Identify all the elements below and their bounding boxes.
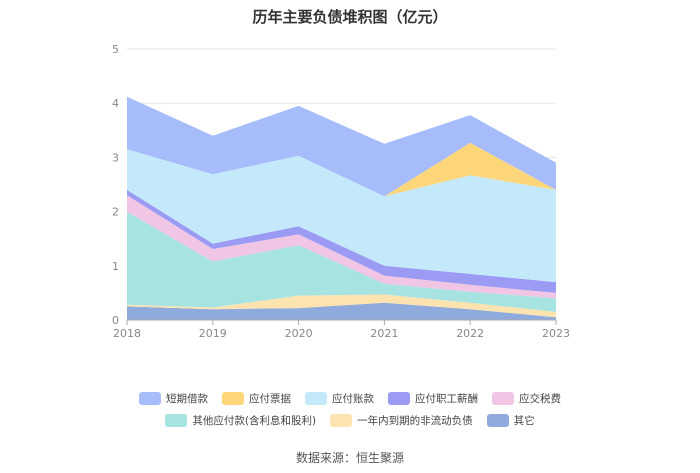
y-tick-label: 2 xyxy=(112,206,119,219)
area-其它 xyxy=(127,302,556,320)
legend-item[interactable]: 短期借款 xyxy=(139,391,208,406)
legend-swatch xyxy=(139,391,161,405)
legend-label: 短期借款 xyxy=(166,392,208,405)
y-tick-label: 1 xyxy=(112,260,119,273)
legend-item[interactable]: 应付账款 xyxy=(305,391,374,406)
axes: 0 1 2 3 4 5 2018 2019 2020 2021 2022 2023 xyxy=(112,43,570,340)
x-tick-label: 2020 xyxy=(285,327,313,340)
legend-label: 应付账款 xyxy=(332,392,374,405)
legend-swatch xyxy=(486,413,509,427)
area-应付职工薪酬 xyxy=(127,189,556,293)
source-note: 数据来源：恒生聚源 xyxy=(295,451,404,465)
legend-row: 短期借款 应付票据 应付账款 应付职工薪酬 应交税费 xyxy=(0,388,700,408)
legend-label: 其它 xyxy=(513,414,535,427)
legend-item[interactable]: 其它 xyxy=(486,413,535,428)
y-tick-label: 5 xyxy=(112,43,119,56)
legend-item[interactable]: 应交税费 xyxy=(492,391,561,406)
legend-swatch xyxy=(330,413,353,427)
x-tick-label: 2019 xyxy=(199,327,227,340)
legend-swatch xyxy=(222,391,244,405)
legend-item[interactable]: 应付票据 xyxy=(222,391,291,406)
y-tick-label: 3 xyxy=(112,151,119,164)
legend-swatch xyxy=(305,391,327,405)
area-短期借款 xyxy=(127,96,556,197)
area-应付票据 xyxy=(127,142,556,197)
legend-swatch xyxy=(165,413,188,427)
legend-label: 应付票据 xyxy=(249,392,291,405)
legend-swatch xyxy=(492,391,514,405)
legend: 短期借款 应付票据 应付账款 应付职工薪酬 应交税费 其他应付款(含利息和股利) 一年内到… xyxy=(0,388,700,432)
y-tick-label: 0 xyxy=(112,314,119,327)
legend-label: 应付职工薪酬 xyxy=(415,392,478,405)
x-tick-label: 2021 xyxy=(370,327,398,340)
y-tick-label: 4 xyxy=(112,97,119,110)
x-tick-label: 2022 xyxy=(456,327,484,340)
chart-title: 历年主要负债堆积图（亿元） xyxy=(252,8,448,26)
x-tick-label: 2018 xyxy=(113,327,141,340)
legend-swatch xyxy=(388,391,410,405)
legend-item[interactable]: 应付职工薪酬 xyxy=(388,391,478,406)
legend-item[interactable]: 一年内到期的非流动负债 xyxy=(330,413,473,428)
legend-item[interactable]: 其他应付款(含利息和股利) xyxy=(165,413,316,428)
legend-row: 其他应付款(含利息和股利) 一年内到期的非流动负债 其它 xyxy=(0,410,700,430)
area-一年内到期的非流动负债 xyxy=(127,294,556,318)
legend-label: 应交税费 xyxy=(519,392,561,405)
area-其他应付款-含利息和股利- xyxy=(127,211,556,312)
area-series xyxy=(127,96,556,320)
x-tick-label: 2023 xyxy=(542,327,570,340)
legend-label: 一年内到期的非流动负债 xyxy=(357,414,473,427)
legend-label: 其他应付款(含利息和股利) xyxy=(192,414,317,427)
area-应付账款 xyxy=(127,149,556,283)
